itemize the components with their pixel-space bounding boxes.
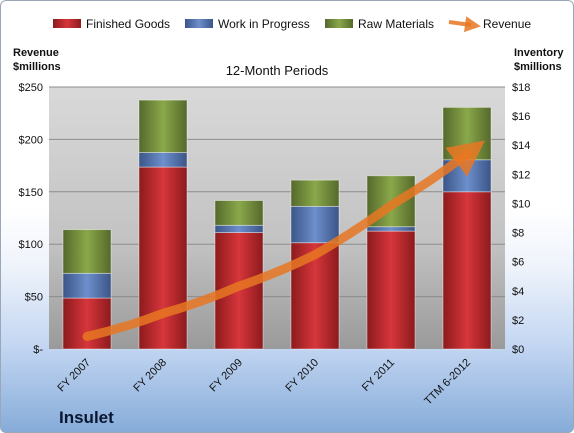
bar-work-in-progress-fy-2011 [366, 226, 416, 232]
right-tick-label: $14 [512, 140, 530, 152]
x-axis-ticks: FY 2007 FY 2008 FY 2009 FY 2010 FY 2011 TTM 6… [55, 357, 473, 408]
gridlines [49, 86, 505, 298]
left-tick-label: $100 [19, 239, 43, 251]
plot-area [49, 87, 505, 349]
left-axis-title-line-2: $millions [13, 61, 61, 73]
legend-swatch-finished-goods [53, 19, 81, 28]
bars [62, 99, 492, 350]
right-tick-label: $10 [512, 198, 530, 210]
bar-work-in-progress-fy-2008 [138, 152, 188, 168]
x-tick-label: FY 2011 [360, 357, 397, 394]
bar-raw-materials-fy-2010 [290, 179, 340, 207]
legend-item-revenue: Revenue [448, 16, 531, 33]
legend-swatch-raw-materials [325, 19, 353, 28]
left-tick-label: $50 [25, 292, 43, 304]
right-tick-label: $0 [512, 344, 524, 356]
right-tick-label: $8 [512, 228, 524, 240]
legend-item-finished-goods: Finished Goods [53, 17, 170, 31]
bar-finished-goods-fy-2007 [62, 297, 112, 350]
bar-finished-goods-ttm-6-2012 [442, 191, 492, 350]
bar-work-in-progress-fy-2009 [214, 224, 264, 233]
legend-swatch-revenue [448, 16, 481, 33]
x-tick-label: FY 2008 [131, 357, 169, 395]
bar-work-in-progress-fy-2007 [62, 272, 112, 299]
right-tick-label: $2 [512, 315, 524, 327]
right-axis-title-line-1: Inventory [514, 47, 564, 59]
legend-label-work-in-progress: Work in Progress [218, 17, 310, 31]
left-tick-label: $250 [19, 82, 43, 94]
bar-raw-materials-fy-2009 [214, 200, 264, 226]
legend-item-work-in-progress: Work in Progress [185, 17, 310, 31]
legend: Finished Goods Work in Progress Raw Mate… [53, 16, 531, 33]
left-axis-ticks: $- $50 $100 $150 $200 $250 [19, 82, 44, 356]
left-tick-label: $200 [19, 134, 43, 146]
left-axis-title-line-1: Revenue [13, 47, 59, 59]
chart-title: 12-Month Periods [226, 63, 329, 78]
right-tick-label: $16 [512, 111, 530, 123]
legend-label-revenue: Revenue [483, 17, 531, 31]
right-tick-label: $12 [512, 169, 530, 181]
legend-label-finished-goods: Finished Goods [86, 17, 170, 31]
x-tick-label: TTM 6-2012 [422, 357, 473, 408]
company-name: Insulet [59, 408, 114, 427]
left-tick-label: $150 [19, 187, 43, 199]
x-tick-label: FY 2010 [283, 357, 321, 395]
right-tick-label: $6 [512, 257, 524, 269]
bar-finished-goods-fy-2011 [366, 230, 416, 350]
right-axis-title: Inventory $millions [514, 47, 567, 73]
bar-raw-materials-fy-2007 [62, 229, 112, 274]
x-tick-label: FY 2007 [55, 357, 93, 395]
bar-work-in-progress-fy-2010 [290, 205, 340, 244]
revenue-line [82, 140, 485, 341]
left-axis-title: Revenue $millions [13, 47, 62, 73]
legend-label-raw-materials: Raw Materials [358, 17, 434, 31]
right-axis-title-line-2: $millions [514, 61, 562, 73]
legend-swatch-work-in-progress [185, 19, 213, 28]
x-tick-label: FY 2009 [207, 357, 245, 395]
right-tick-label: $4 [512, 286, 524, 298]
right-tick-label: $18 [512, 82, 530, 94]
right-axis-ticks: $0 $2 $4 $6 $8 $10 $12 $14 $16 $18 [512, 82, 530, 356]
left-tick-label: $- [33, 344, 43, 356]
revenue-series [82, 140, 485, 341]
bar-raw-materials-fy-2008 [138, 99, 188, 153]
legend-item-raw-materials: Raw Materials [325, 17, 434, 31]
